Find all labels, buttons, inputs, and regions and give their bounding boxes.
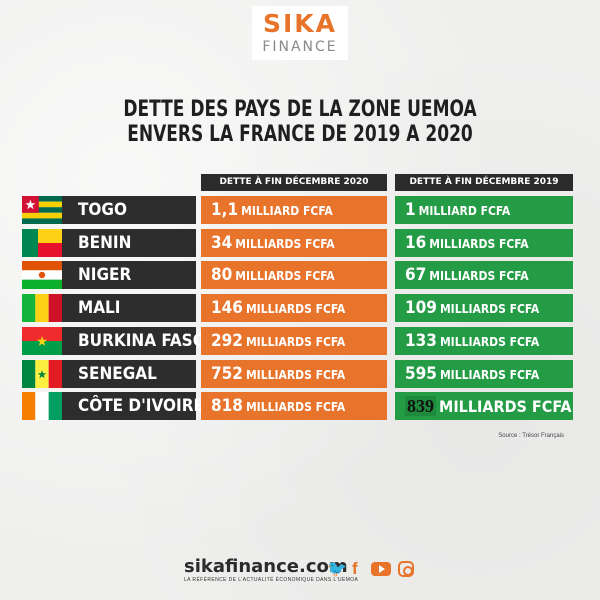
debt-2019-cell-unit: MILLIARDS FCFA bbox=[439, 334, 540, 349]
table-row: MALI 146 MILLIARDS FCFA 109 MILLIARDS FCFA bbox=[0, 294, 600, 323]
source-note: Source : Trésor Français bbox=[498, 433, 564, 439]
debt-2019-cell-unit: MILLIARDS FCFA bbox=[439, 367, 540, 382]
debt-2020-cell-unit: MILLIARDS FCFA bbox=[245, 400, 346, 415]
column-header-2019: DETTE À FIN DÉCEMBRE 2019 bbox=[395, 174, 573, 191]
cote-divoire-flag bbox=[22, 392, 62, 421]
debt-2020-cell: 1,1 MILLIARD FCFA bbox=[201, 196, 387, 224]
senegal-flag bbox=[22, 359, 62, 388]
burkina-faso-flag bbox=[22, 326, 62, 355]
debt-2019-cell-value: 1 bbox=[405, 200, 416, 220]
debt-2019-cell-unit: MILLIARD FCFA bbox=[418, 204, 511, 218]
debt-2020-cell-value: 752 bbox=[211, 363, 243, 384]
debt-2020-cell: 292 MILLIARDS FCFA bbox=[201, 326, 387, 355]
instagram-icon[interactable] bbox=[398, 561, 414, 577]
chart-title-line1: DETTE DES PAYS DE LA ZONE UEMOA bbox=[123, 97, 477, 122]
country-name: BURKINA FASO bbox=[62, 326, 206, 355]
debt-2020-cell: 80 MILLIARDS FCFA bbox=[201, 261, 387, 290]
debt-2020-cell-value: 146 bbox=[211, 298, 243, 319]
debt-2019-cell-value: 109 bbox=[405, 298, 437, 319]
debt-2019-cell-unit: MILLIARDS FCFA bbox=[429, 236, 529, 251]
debt-2020-cell: 34 MILLIARDS FCFA bbox=[201, 228, 387, 257]
table-row: BURKINA FASO 292 MILLIARDS FCFA 133 MILLIARD… bbox=[0, 326, 600, 355]
debt-2019-cell: 839 MILLIARDS FCFA bbox=[395, 392, 573, 421]
debt-2019-cell-value: 595 bbox=[405, 363, 437, 384]
debt-2019-cell-unit: MILLIARDS FCFA bbox=[439, 397, 572, 417]
country-name: NIGER bbox=[62, 261, 196, 290]
country-name: CÔTE D'IVOIRE bbox=[62, 392, 204, 421]
debt-2019-cell: 67 MILLIARDS FCFA bbox=[395, 261, 573, 290]
logo-subtext: FINANCE bbox=[262, 39, 338, 55]
debt-2020-cell-unit: MILLIARDS FCFA bbox=[245, 302, 346, 317]
debt-2019-cell: 16 MILLIARDS FCFA bbox=[395, 228, 573, 257]
debt-2019-cell-value: 16 bbox=[405, 232, 427, 253]
debt-2019-cell: 595 MILLIARDS FCFA bbox=[395, 359, 573, 388]
footer-tagline: LA RÉFÉRENCE DE L'ACTUALITÉ ÉCONOMIQUE D… bbox=[184, 577, 359, 583]
debt-2020-cell: 818 MILLIARDS FCFA bbox=[201, 392, 387, 421]
niger-flag bbox=[22, 261, 62, 290]
table-row: BENIN 34 MILLIARDS FCFA 16 MILLIARDS FCFA bbox=[0, 228, 600, 257]
country-name: SENEGAL bbox=[62, 359, 196, 388]
twitter-icon[interactable]: 🐦 bbox=[327, 559, 347, 578]
debt-2019-cell-value: 133 bbox=[405, 330, 437, 351]
debt-2020-cell-value: 1,1 bbox=[211, 200, 239, 220]
facebook-icon[interactable]: f bbox=[352, 559, 358, 578]
footer-site[interactable]: sikafinance.com bbox=[184, 556, 348, 577]
mali-flag bbox=[22, 294, 62, 323]
table-row: CÔTE D'IVOIRE 818 MILLIARDS FCFA 839 MILLIAR… bbox=[0, 392, 600, 421]
debt-2020-cell-value: 818 bbox=[211, 396, 243, 417]
logo-text: SIKA bbox=[262, 9, 338, 38]
benin-flag bbox=[22, 228, 62, 257]
country-name: TOGO bbox=[62, 196, 196, 224]
sika-finance-logo: SIKA FINANCE bbox=[252, 6, 348, 60]
debt-2019-cell-value: 839 bbox=[405, 396, 436, 417]
debt-2019-cell: 1 MILLIARD FCFA bbox=[395, 196, 573, 224]
column-header-2020: DETTE À FIN DÉCEMBRE 2020 bbox=[201, 174, 387, 191]
debt-2020-cell-unit: MILLIARDS FCFA bbox=[245, 367, 346, 382]
togo-flag bbox=[22, 196, 62, 224]
debt-2020-cell-unit: MILLIARDS FCFA bbox=[245, 334, 346, 349]
country-name: BENIN bbox=[62, 228, 196, 257]
debt-2019-cell: 133 MILLIARDS FCFA bbox=[395, 326, 573, 355]
debt-2020-cell: 752 MILLIARDS FCFA bbox=[201, 359, 387, 388]
debt-2020-cell-value: 292 bbox=[211, 330, 243, 351]
youtube-icon[interactable] bbox=[371, 562, 391, 576]
debt-2019-cell-unit: MILLIARDS FCFA bbox=[429, 269, 529, 284]
debt-2019-cell-value: 67 bbox=[405, 265, 427, 286]
table-row: TOGO 1,1 MILLIARD FCFA 1 MILLIARD FCFA bbox=[0, 196, 600, 224]
debt-2019-cell: 109 MILLIARDS FCFA bbox=[395, 294, 573, 323]
debt-2019-cell-unit: MILLIARDS FCFA bbox=[439, 302, 540, 317]
table-row: SENEGAL 752 MILLIARDS FCFA 595 MILLIARDS FCF… bbox=[0, 359, 600, 388]
debt-2020-cell-unit: MILLIARDS FCFA bbox=[235, 269, 335, 284]
debt-2020-cell-unit: MILLIARDS FCFA bbox=[235, 236, 335, 251]
debt-2020-cell: 146 MILLIARDS FCFA bbox=[201, 294, 387, 323]
chart-title-line2: ENVERS LA FRANCE DE 2019 A 2020 bbox=[127, 122, 473, 147]
debt-2020-cell-unit: MILLIARD FCFA bbox=[241, 204, 333, 218]
country-name: MALI bbox=[62, 294, 196, 323]
table-row: NIGER 80 MILLIARDS FCFA 67 MILLIARDS FCFA bbox=[0, 261, 600, 290]
debt-2020-cell-value: 80 bbox=[211, 265, 233, 286]
debt-2020-cell-value: 34 bbox=[211, 232, 233, 253]
